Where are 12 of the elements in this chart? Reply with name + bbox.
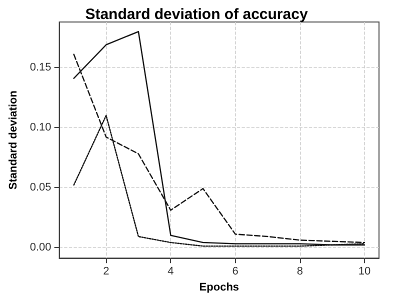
x-tick-label: 6 — [232, 266, 238, 278]
y-tick-label: 0.05 — [30, 181, 52, 194]
y-tick-label: 0.15 — [30, 62, 52, 74]
y-axis-title: Standard deviation — [8, 90, 20, 190]
chart-title: Standard deviation of accuracy — [85, 6, 308, 23]
y-tick-label: 0.10 — [30, 121, 52, 134]
x-axis-title: Epochs — [199, 282, 240, 294]
x-tick-label: 10 — [358, 266, 371, 278]
x-tick-label: 2 — [103, 266, 110, 278]
x-tick-label: 4 — [168, 266, 174, 278]
x-tick-label: 8 — [296, 266, 303, 278]
y-tick-label: 0.00 — [30, 241, 52, 254]
